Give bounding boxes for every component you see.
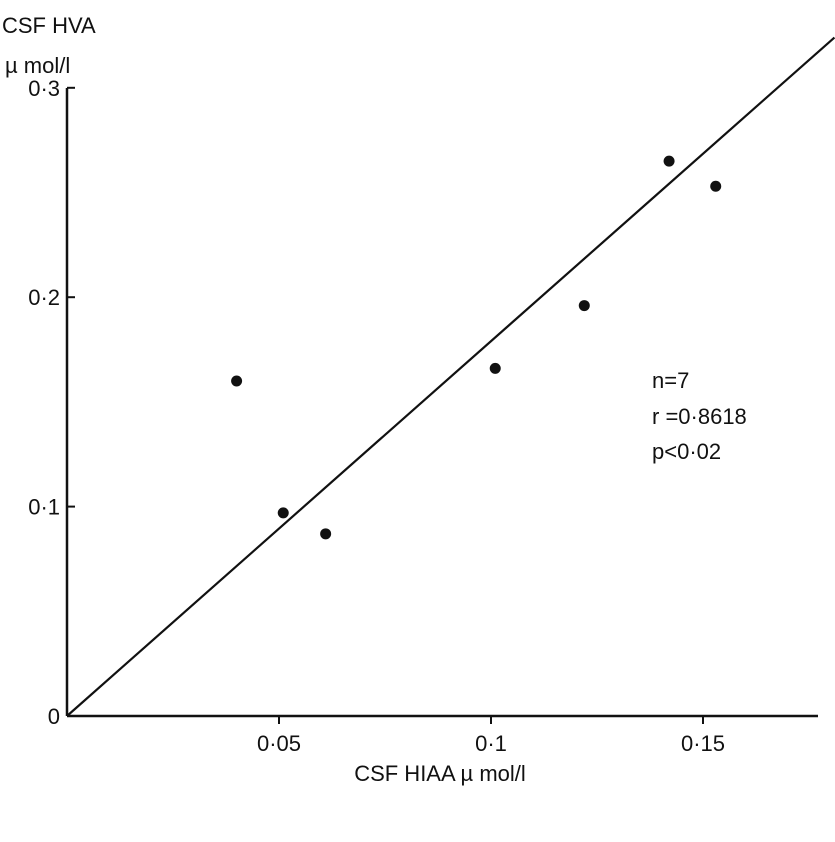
y-axis-title-line-2: µ mol/l xyxy=(5,53,70,78)
data-point-6 xyxy=(663,155,675,167)
y-axis-ticks: 0 0·1 0·2 0·3 xyxy=(28,76,75,729)
x-tick-label-0: 0·05 xyxy=(257,731,301,756)
statistics-annotation: n=7 r =0·8618 p<0·02 xyxy=(652,368,747,464)
data-point-7 xyxy=(710,180,722,192)
x-tick-label-1: 0·1 xyxy=(475,731,507,756)
y-axis-title-line-1: CSF HVA xyxy=(2,13,96,38)
data-points xyxy=(231,155,722,540)
axes xyxy=(65,88,818,718)
annotation-r: r =0·8618 xyxy=(652,404,747,429)
data-point-4 xyxy=(489,362,501,374)
data-point-3 xyxy=(320,528,332,540)
data-point-1 xyxy=(231,375,243,387)
annotation-p: p<0·02 xyxy=(652,439,721,464)
x-axis-title: CSF HIAA µ mol/l xyxy=(354,761,526,786)
x-tick-label-2: 0·15 xyxy=(681,731,725,756)
x-axis-ticks: 0·05 0·1 0·15 xyxy=(257,716,725,756)
y-tick-label-0: 0 xyxy=(48,704,60,729)
regression-line xyxy=(66,36,835,717)
y-tick-label-2: 0·2 xyxy=(28,285,60,310)
data-point-5 xyxy=(578,300,590,312)
y-tick-label-1: 0·1 xyxy=(28,495,60,520)
regression-line-group xyxy=(66,36,835,717)
annotation-n: n=7 xyxy=(652,368,689,393)
y-tick-label-3: 0·3 xyxy=(28,76,60,101)
data-point-2 xyxy=(277,507,289,519)
